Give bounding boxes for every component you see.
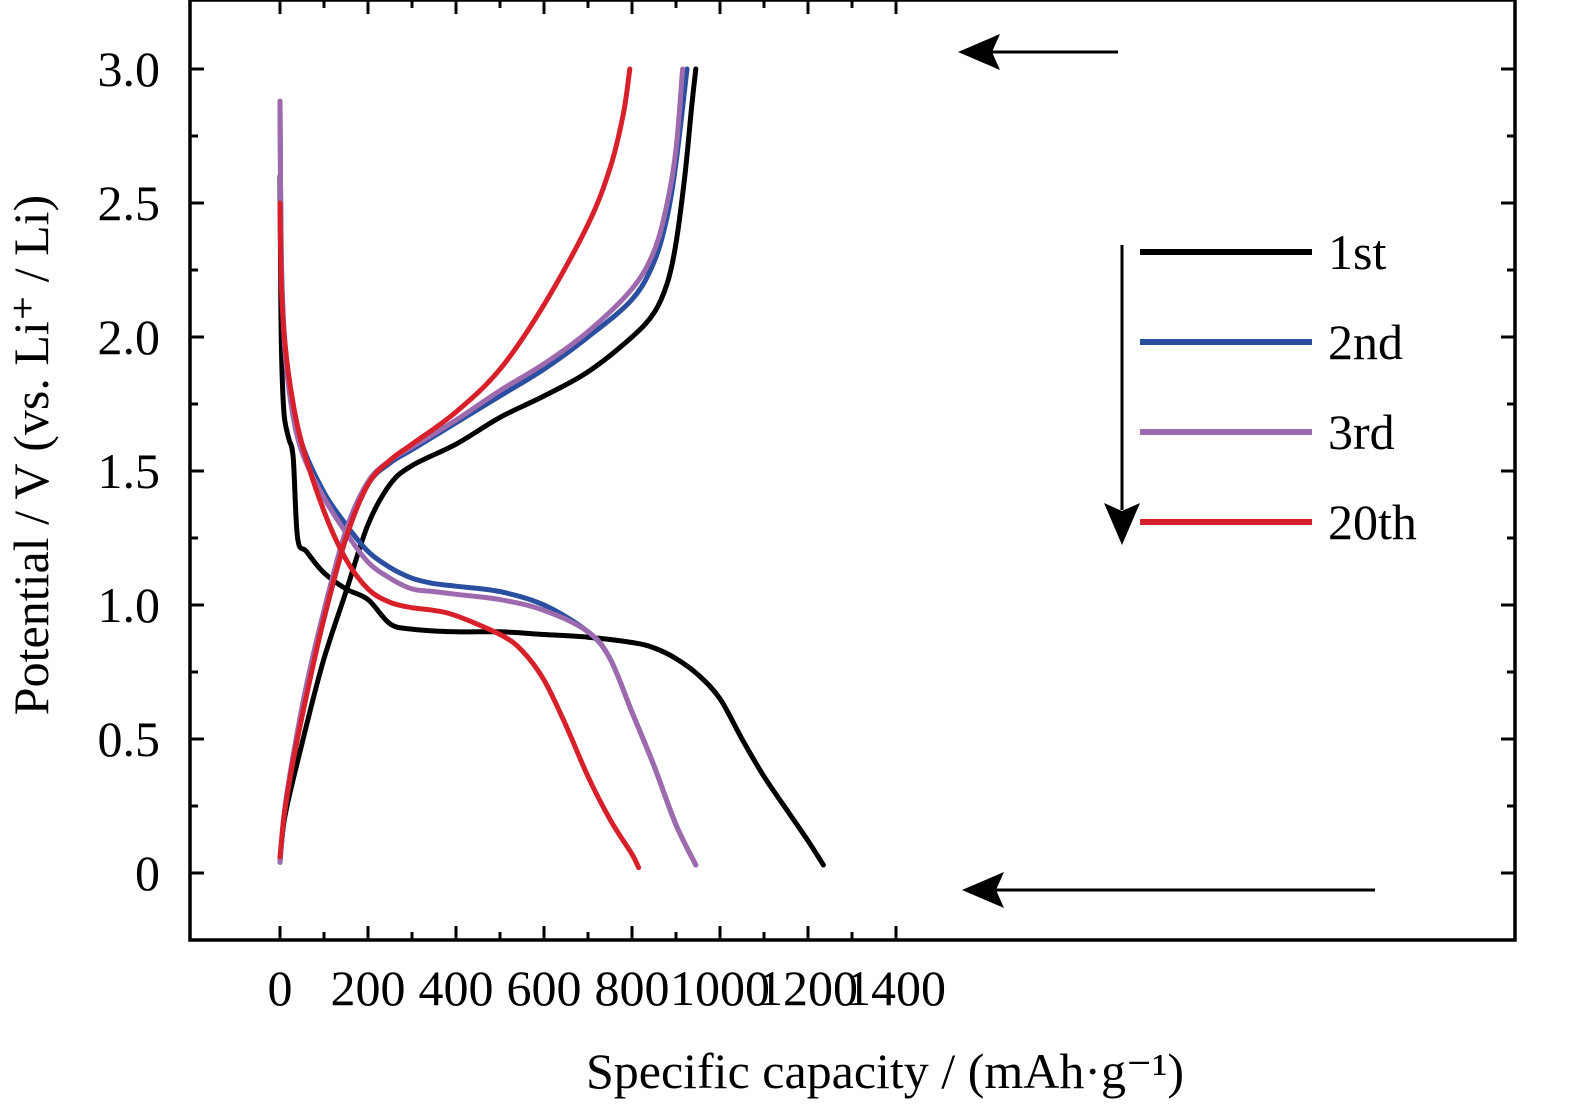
x-tick-label: 200: [331, 960, 406, 1016]
x-tick-label: 1000: [670, 960, 770, 1016]
legend-label-20th: 20th: [1328, 494, 1417, 550]
x-tick-label: 0: [268, 960, 293, 1016]
y-tick-label: 2.5: [98, 175, 161, 231]
x-tick-label: 1400: [846, 960, 946, 1016]
plot-frame: [188, 0, 1517, 942]
series-2nd-charge-line: [277, 66, 690, 865]
y-tick-label: 2.0: [98, 309, 161, 365]
series-2nd-discharge-line: [277, 98, 699, 868]
x-axis-title: Specific capacity / (mAh·g⁻¹): [586, 1043, 1184, 1099]
x-tick-label: 400: [419, 960, 494, 1016]
y-axis-ticks: 0 0.5 1.0 1.5 2.0 2.5 3.0: [98, 41, 1515, 901]
curves-group: [277, 66, 826, 871]
y-tick-label: 1.5: [98, 443, 161, 499]
legend-label-3rd: 3rd: [1328, 404, 1395, 460]
arrow-top-charge: [958, 34, 1118, 70]
y-tick-label: 0: [135, 845, 160, 901]
legend-label-1st: 1st: [1328, 224, 1386, 280]
legend: 1st 2nd 3rd 20th: [1140, 224, 1417, 550]
series-3rd-charge-line: [277, 66, 686, 865]
x-tick-label: 1200: [758, 960, 858, 1016]
y-tick-label: 3.0: [98, 41, 161, 97]
arrow-legend-down: [1104, 245, 1140, 545]
y-axis-title: Potential / V (vs. Li⁺ / Li): [3, 195, 59, 715]
arrow-bottom-discharge: [962, 872, 1375, 908]
x-tick-label: 800: [595, 960, 670, 1016]
series-1st-charge-line: [277, 66, 699, 863]
series-20th-charge-line: [277, 66, 633, 860]
y-tick-label: 1.0: [98, 577, 161, 633]
x-tick-label: 600: [507, 960, 582, 1016]
y-tick-label: 0.5: [98, 711, 161, 767]
legend-label-2nd: 2nd: [1328, 314, 1403, 370]
series-20th-discharge-line: [277, 200, 642, 871]
series-1st-discharge-line: [277, 173, 826, 868]
series-3rd-discharge-line: [277, 98, 699, 868]
